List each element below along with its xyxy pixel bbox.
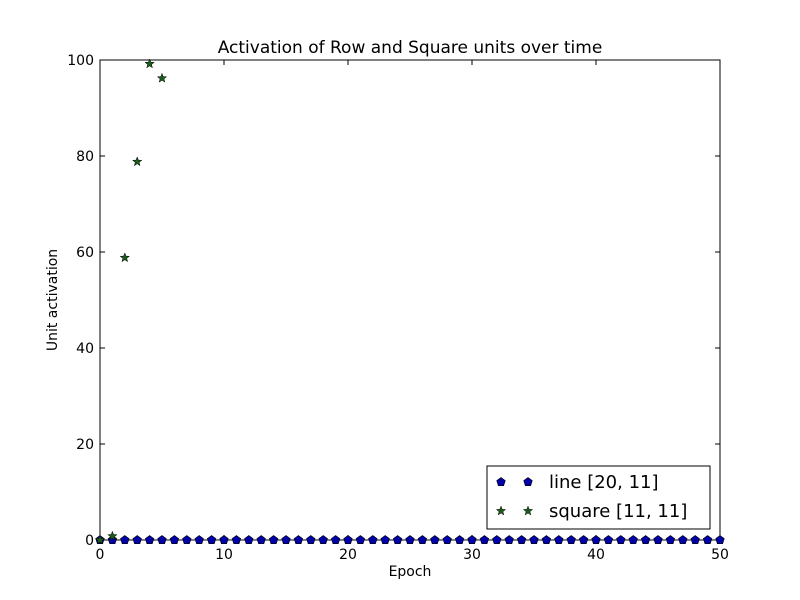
data-point <box>467 535 477 544</box>
data-point <box>256 535 266 544</box>
data-point <box>318 535 328 544</box>
data-point <box>566 535 576 544</box>
data-point <box>182 535 192 544</box>
y-tick-label: 80 <box>76 149 94 165</box>
y-axis-ticks: 0 20 40 60 80 100 <box>67 53 720 549</box>
data-point <box>293 535 304 544</box>
data-point <box>268 535 279 544</box>
data-point <box>107 530 118 541</box>
data-point <box>690 535 700 544</box>
x-tick-label: 30 <box>463 547 481 563</box>
data-point <box>554 535 564 544</box>
data-point <box>405 535 415 544</box>
data-point <box>529 535 539 544</box>
data-point <box>306 535 316 544</box>
data-point <box>380 535 390 544</box>
y-axis-label: Unit activation <box>45 249 61 351</box>
x-tick-label: 10 <box>215 547 233 563</box>
data-point <box>120 535 130 544</box>
series-layer <box>94 58 725 545</box>
data-point <box>244 535 254 544</box>
legend-label: line [20, 11] <box>549 472 659 493</box>
legend-item: line [20, 11] <box>496 472 659 493</box>
y-tick-label: 0 <box>85 533 94 549</box>
chart-title: Activation of Row and Square units over … <box>218 38 603 58</box>
legend-marker <box>523 477 533 486</box>
data-point <box>653 535 663 544</box>
legend-item: square [11, 11] <box>495 501 687 522</box>
data-point <box>417 535 428 544</box>
x-tick-label: 0 <box>96 547 105 563</box>
data-point <box>715 535 725 544</box>
x-tick-label: 40 <box>587 547 605 563</box>
data-point <box>343 535 353 544</box>
data-point <box>94 534 106 545</box>
data-point <box>541 535 552 544</box>
data-point <box>194 535 204 544</box>
data-point <box>578 535 589 544</box>
data-point <box>144 535 155 544</box>
data-point <box>516 535 527 544</box>
x-tick-label: 20 <box>339 547 357 563</box>
y-tick-label: 20 <box>76 437 94 453</box>
data-point <box>157 535 167 544</box>
data-point <box>219 535 229 544</box>
x-axis-ticks: 0 10 20 30 40 50 <box>96 60 729 563</box>
data-point <box>616 535 626 544</box>
data-point <box>640 535 651 544</box>
data-point <box>119 252 131 263</box>
legend: line [20, 11] square [11, 11] <box>486 465 711 530</box>
plot-area <box>99 59 721 541</box>
data-point <box>504 535 514 544</box>
data-point <box>132 535 142 544</box>
data-point <box>355 535 366 544</box>
data-point <box>603 535 614 544</box>
y-tick-label: 40 <box>76 341 94 357</box>
data-point <box>281 535 291 544</box>
data-point <box>442 535 452 544</box>
data-point <box>702 535 713 544</box>
data-point <box>454 535 465 544</box>
data-point <box>156 72 168 83</box>
data-point <box>169 535 180 544</box>
data-point <box>591 535 601 544</box>
legend-label: square [11, 11] <box>549 501 687 522</box>
data-point <box>628 535 638 544</box>
data-point <box>492 535 502 544</box>
x-tick-label: 50 <box>711 547 729 563</box>
data-point <box>479 535 490 544</box>
data-point <box>430 535 440 544</box>
y-tick-label: 100 <box>67 53 94 69</box>
data-point <box>231 535 242 544</box>
series-1 <box>95 535 725 544</box>
series-2 <box>94 58 168 545</box>
legend-marker <box>522 505 534 516</box>
data-point <box>206 535 217 544</box>
legend-marker <box>495 505 507 516</box>
legend-box <box>486 465 711 530</box>
y-tick-label: 60 <box>76 245 94 261</box>
plot-frame <box>99 59 721 541</box>
data-point <box>392 535 403 544</box>
legend-marker <box>496 477 506 486</box>
data-point <box>368 535 378 544</box>
data-point <box>131 156 143 167</box>
data-point <box>678 535 688 544</box>
data-point <box>144 58 155 69</box>
x-axis-label: Epoch <box>389 564 432 580</box>
data-point <box>665 535 676 544</box>
data-point <box>330 535 341 544</box>
